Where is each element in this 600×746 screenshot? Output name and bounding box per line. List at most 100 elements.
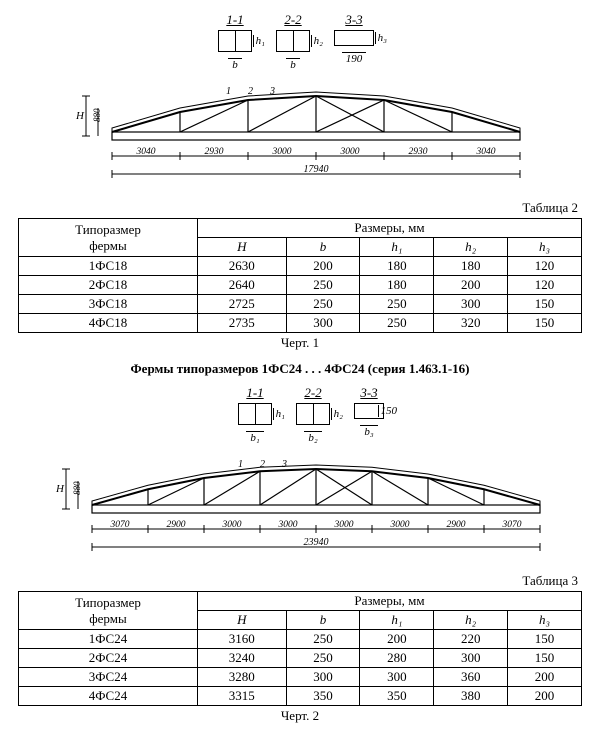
cell: 3ФС24 — [19, 668, 198, 687]
cell: 2630 — [197, 257, 286, 276]
cell: 2ФС18 — [19, 276, 198, 295]
cell: 250 — [286, 295, 360, 314]
cell: 2725 — [197, 295, 286, 314]
cell: 3ФС18 — [19, 295, 198, 314]
svg-text:2900: 2900 — [167, 520, 186, 530]
cell: 200 — [360, 630, 434, 649]
section-label: 1-1 — [238, 385, 272, 401]
cell: 250 — [286, 630, 360, 649]
cell: 380 — [434, 687, 508, 706]
svg-text:2930: 2930 — [409, 147, 428, 157]
section-box: 150 — [354, 403, 384, 419]
section-label: 1-1 — [218, 12, 252, 28]
section-label: 3-3 — [354, 385, 384, 401]
col-header: h₃ — [508, 238, 582, 257]
section-box: h₂ — [276, 30, 310, 52]
section-label: 2-2 — [276, 12, 310, 28]
table-row: 2ФС243240250280300150 — [19, 649, 582, 668]
series-title: Фермы типоразмеров 1ФС24 . . . 4ФС24 (се… — [18, 361, 582, 377]
section-box: h₁ — [218, 30, 252, 52]
cell: 200 — [508, 668, 582, 687]
cell: 150 — [508, 295, 582, 314]
cell: 300 — [360, 668, 434, 687]
section-b-dim: b₃ — [360, 425, 377, 438]
cell: 2ФС24 — [19, 649, 198, 668]
cross-sections-row-bottom: 1-1h₁b₁2-2h₂b₂3-3150b₃ — [18, 385, 582, 445]
cell: 300 — [286, 668, 360, 687]
section-b-dim: 190 — [342, 52, 367, 65]
truss-drawing-1: 123H88030402930300030002930304017940 — [18, 78, 582, 192]
header-main: Размеры, мм — [197, 592, 581, 611]
svg-text:1: 1 — [226, 86, 231, 97]
col-header: b — [286, 611, 360, 630]
svg-text:3000: 3000 — [278, 520, 298, 530]
cross-sections-row-top: 1-1h₁b2-2h₂b3-3h₃190 — [18, 12, 582, 72]
section-box: h₂ — [296, 403, 330, 425]
cross-section: 3-3h₃190 — [334, 12, 374, 72]
figure2-caption: Черт. 2 — [18, 708, 582, 724]
cell: 3280 — [197, 668, 286, 687]
cell: 250 — [360, 314, 434, 333]
table-row: 1ФС243160250200220150 — [19, 630, 582, 649]
svg-text:17940: 17940 — [304, 164, 329, 175]
table-row: 4ФС243315350350380200 — [19, 687, 582, 706]
cell: 200 — [286, 257, 360, 276]
cell: 120 — [508, 257, 582, 276]
cell: 3315 — [197, 687, 286, 706]
section-b-dim: b₁ — [246, 431, 263, 444]
section-box: h₁ — [238, 403, 272, 425]
section-label: 2-2 — [296, 385, 330, 401]
cell: 220 — [434, 630, 508, 649]
svg-text:880: 880 — [92, 108, 102, 122]
cell: 150 — [508, 314, 582, 333]
svg-text:23940: 23940 — [304, 537, 329, 548]
col-header: H — [197, 611, 286, 630]
section-h-dim: 150 — [378, 405, 398, 417]
cell: 2735 — [197, 314, 286, 333]
svg-text:3070: 3070 — [110, 520, 130, 530]
truss-drawing-2: 123H880307029003000300030003000290030702… — [18, 451, 582, 565]
cell: 360 — [434, 668, 508, 687]
svg-text:2930: 2930 — [205, 147, 224, 157]
cell: 300 — [434, 295, 508, 314]
cell: 4ФС24 — [19, 687, 198, 706]
cell: 180 — [434, 257, 508, 276]
section-h-dim: h₁ — [273, 408, 285, 420]
svg-text:3040: 3040 — [136, 147, 156, 157]
cross-section: 1-1 h₁ b — [218, 12, 252, 72]
col-header: h₁ — [360, 611, 434, 630]
cell: 3160 — [197, 630, 286, 649]
section-label: 3-3 — [334, 12, 374, 28]
svg-text:1: 1 — [238, 459, 243, 470]
svg-text:H: H — [55, 483, 65, 495]
cell: 300 — [286, 314, 360, 333]
cell: 300 — [434, 649, 508, 668]
cell: 1ФС24 — [19, 630, 198, 649]
table-row: 1ФС182630200180180120 — [19, 257, 582, 276]
table2-label: Таблица 2 — [18, 200, 578, 216]
cross-section: 3-3 150 b₃ — [354, 385, 384, 445]
svg-text:2: 2 — [260, 459, 265, 470]
cell: 280 — [360, 649, 434, 668]
section-h-dim: h₂ — [311, 35, 323, 47]
col-header: H — [197, 238, 286, 257]
table-row: 3ФС243280300300360200 — [19, 668, 582, 687]
section-b-dim: b — [228, 58, 242, 71]
cell: 150 — [508, 649, 582, 668]
cell: 180 — [360, 276, 434, 295]
cell: 2640 — [197, 276, 286, 295]
col-header: h₂ — [434, 238, 508, 257]
svg-text:3000: 3000 — [340, 147, 360, 157]
rowhead: Типоразмерфермы — [19, 219, 198, 257]
svg-text:3000: 3000 — [222, 520, 242, 530]
table-row: 3ФС182725250250300150 — [19, 295, 582, 314]
truss-svg-1: 123H88030402930300030002930304017940 — [70, 78, 530, 188]
cell: 250 — [360, 295, 434, 314]
col-header: h₂ — [434, 611, 508, 630]
cell: 150 — [508, 630, 582, 649]
cross-section: 2-2h₂b — [276, 12, 310, 72]
svg-text:2900: 2900 — [447, 520, 466, 530]
svg-text:3000: 3000 — [334, 520, 354, 530]
cell: 4ФС18 — [19, 314, 198, 333]
cell: 200 — [508, 687, 582, 706]
